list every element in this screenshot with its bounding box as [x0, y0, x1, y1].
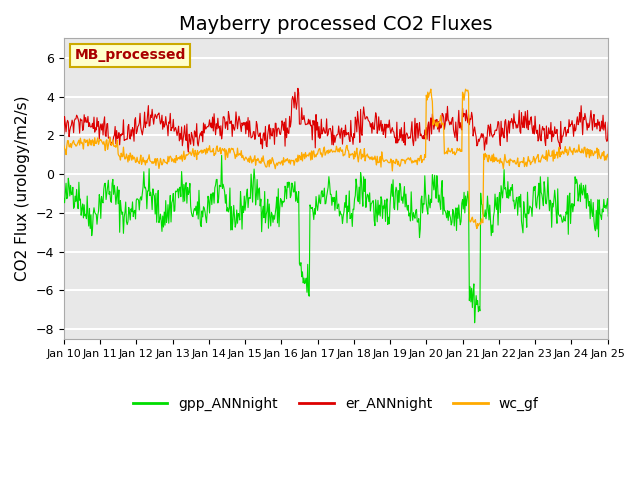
- Legend: gpp_ANNnight, er_ANNnight, wc_gf: gpp_ANNnight, er_ANNnight, wc_gf: [127, 391, 544, 416]
- Y-axis label: CO2 Flux (urology/m2/s): CO2 Flux (urology/m2/s): [15, 96, 30, 281]
- Text: MB_processed: MB_processed: [75, 48, 186, 62]
- Title: Mayberry processed CO2 Fluxes: Mayberry processed CO2 Fluxes: [179, 15, 492, 34]
